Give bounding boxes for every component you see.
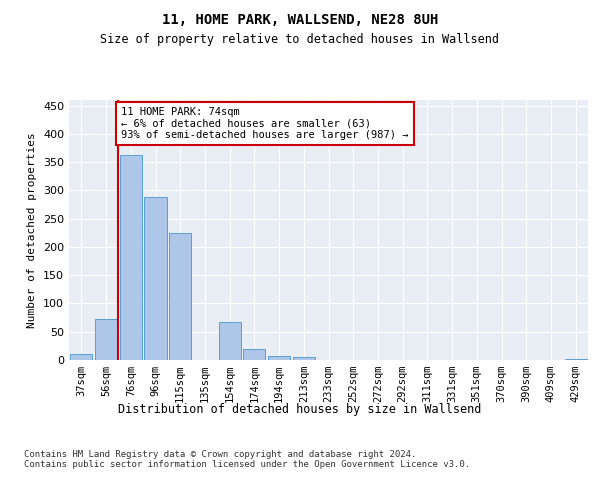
Bar [293,357,315,360]
Text: 11 HOME PARK: 74sqm
← 6% of detached houses are smaller (63)
93% of semi-detache: 11 HOME PARK: 74sqm ← 6% of detached hou… [121,107,409,140]
Text: Size of property relative to detached houses in Wallsend: Size of property relative to detached ho… [101,32,499,46]
Bar [243,348,265,360]
Bar [70,354,92,360]
Bar [169,234,191,360]
Bar [145,196,167,360]
Bar [268,356,290,360]
Text: Distribution of detached houses by size in Wallsend: Distribution of detached houses by size … [118,402,482,415]
Bar [95,320,117,360]
Y-axis label: Number of detached properties: Number of detached properties [28,132,37,328]
Bar [119,155,142,360]
Text: 11, HOME PARK, WALLSEND, NE28 8UH: 11, HOME PARK, WALLSEND, NE28 8UH [162,12,438,26]
Text: Contains HM Land Registry data © Crown copyright and database right 2024.
Contai: Contains HM Land Registry data © Crown c… [24,450,470,469]
Bar [218,322,241,360]
Bar [565,359,587,360]
